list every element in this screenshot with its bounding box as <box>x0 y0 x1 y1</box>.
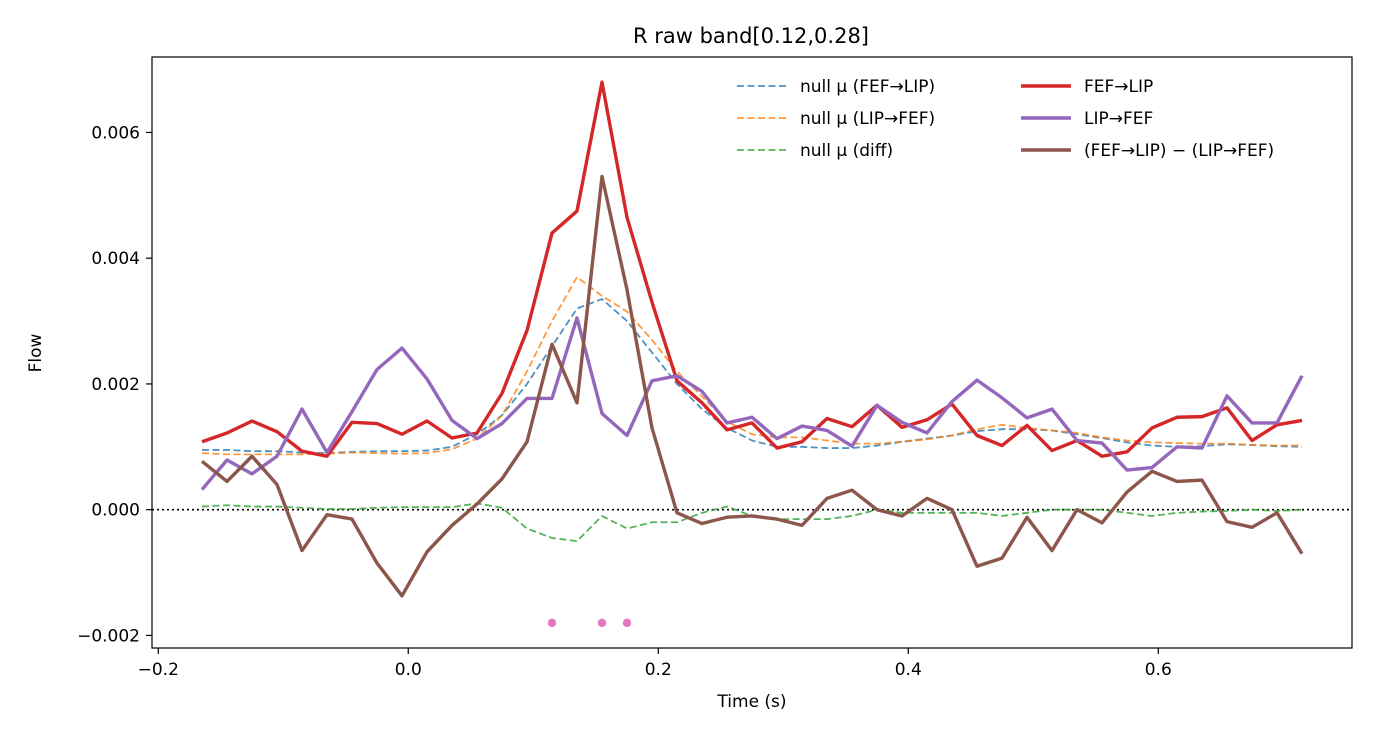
x-tick-label: −0.2 <box>138 660 179 680</box>
series-line-fef-lip-lip-fef <box>200 174 1304 598</box>
legend-label-fef-lip-lip-fef: (FEF→LIP) − (LIP→FEF) <box>1084 141 1274 161</box>
x-axis-label: Time (s) <box>716 692 786 712</box>
y-axis-label: Flow <box>26 334 46 373</box>
y-tick-label: 0.000 <box>91 501 140 521</box>
y-axis: −0.002 0.000 0.002 0.004 0.006 <box>77 123 152 646</box>
plot-area <box>152 80 1352 628</box>
significance-marker-0 <box>547 618 557 628</box>
series-line-lip-fef <box>200 316 1304 491</box>
series-line-fef-lip <box>201 80 1303 458</box>
x-tick-label: 0.4 <box>895 660 922 680</box>
x-tick-label: 0.2 <box>645 660 672 680</box>
plot-frame <box>151 56 1353 649</box>
y-tick-label: 0.004 <box>91 249 140 269</box>
x-tick-label: 0.6 <box>1145 660 1172 680</box>
legend: null μ (FEF→LIP) null μ (LIP→FEF) null μ (… <box>737 77 1274 161</box>
legend-label-null-lip-fef: null μ (LIP→FEF) <box>800 109 935 129</box>
y-tick-label: 0.002 <box>91 375 140 395</box>
legend-label-null-fef-lip: null μ (FEF→LIP) <box>800 77 935 97</box>
series-line-null-fef-lip <box>202 298 1303 455</box>
x-tick-label: 0.0 <box>395 660 422 680</box>
legend-label-fef-lip: FEF→LIP <box>1084 77 1153 97</box>
x-axis: −0.2 0.0 0.2 0.4 0.6 <box>138 648 1172 680</box>
chart-title: R raw band[0.12,0.28] <box>633 24 869 48</box>
legend-label-lip-fef: LIP→FEF <box>1084 109 1153 129</box>
y-tick-label: 0.006 <box>91 123 140 143</box>
significance-marker-1 <box>597 618 607 628</box>
y-tick-label: −0.002 <box>77 626 140 646</box>
legend-label-null-diff: null μ (diff) <box>800 141 893 161</box>
significance-marker-2 <box>622 618 632 628</box>
series-line-null-lip-fef <box>201 276 1302 456</box>
